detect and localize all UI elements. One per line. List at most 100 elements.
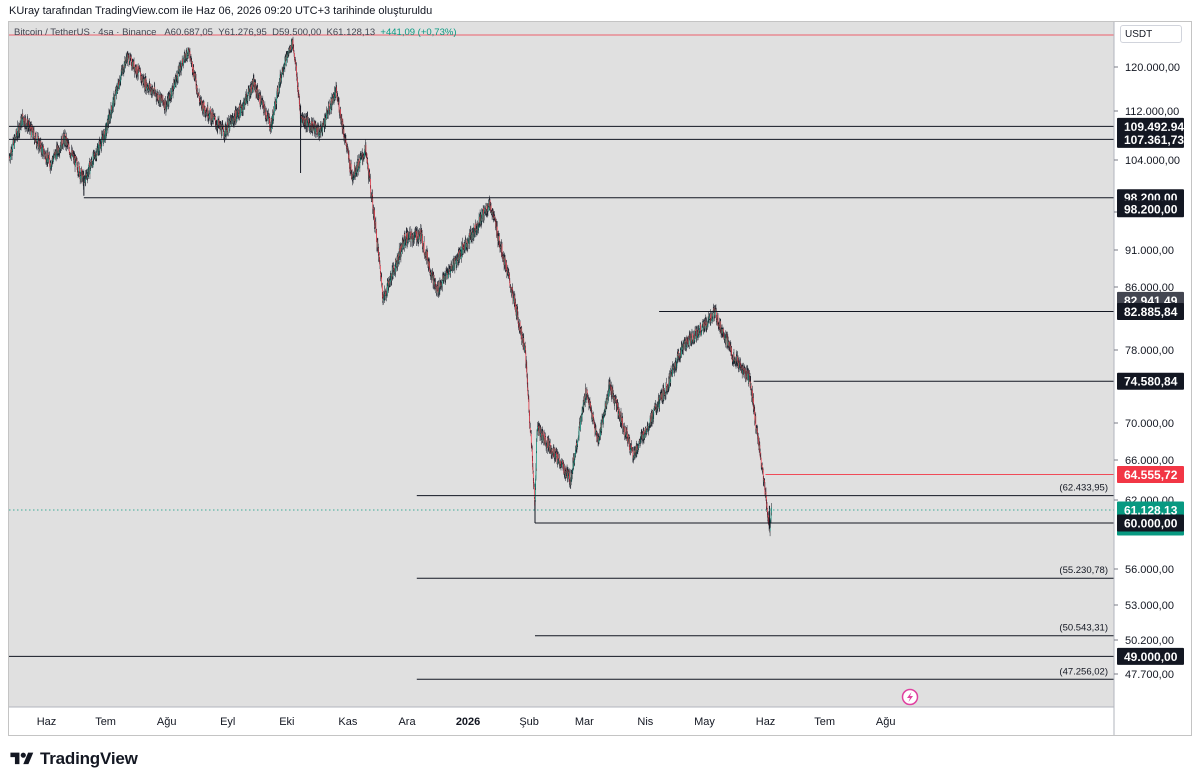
- candle-body: [203, 101, 205, 109]
- candle-body: [389, 281, 391, 286]
- candle-body: [441, 283, 442, 286]
- candle-body: [79, 166, 80, 176]
- tradingview-brand[interactable]: TradingView: [9, 748, 138, 770]
- candle-body: [318, 127, 320, 133]
- candle-body: [101, 135, 103, 142]
- candle-body: [765, 496, 767, 507]
- candle-body: [274, 102, 276, 105]
- candle-body: [448, 269, 449, 278]
- plot-area[interactable]: [9, 22, 1114, 707]
- candle-body: [612, 389, 614, 396]
- candle-body: [474, 230, 476, 234]
- price-label-box: [1117, 130, 1184, 148]
- candle-body: [62, 145, 63, 147]
- candle-body: [483, 208, 484, 221]
- candle-body: [121, 69, 123, 71]
- y-tick-label: 112.000,00: [1125, 106, 1179, 118]
- candle-body: [240, 104, 241, 117]
- candle-body: [475, 228, 477, 234]
- candle-body: [233, 119, 235, 124]
- candle-body: [350, 170, 351, 173]
- candle-body: [404, 240, 406, 243]
- candle-body: [537, 425, 538, 430]
- candle-body: [529, 427, 531, 433]
- price-label: 60.000,00: [1124, 517, 1178, 531]
- candle-body: [111, 108, 113, 111]
- x-tick-label: Şub: [519, 716, 539, 728]
- candle-body: [536, 432, 538, 439]
- candle-body: [676, 358, 678, 366]
- candle-body: [725, 334, 727, 343]
- candle-body: [187, 48, 189, 49]
- candle-body: [168, 94, 170, 105]
- candle-body: [96, 148, 98, 155]
- candle-body: [563, 472, 565, 474]
- symbol-name[interactable]: Bitcoin / TetherUS · 4sa · Binance: [14, 27, 157, 38]
- candle-body: [421, 232, 423, 234]
- candle-body: [416, 240, 418, 242]
- candle-body: [708, 319, 709, 321]
- candle-body: [558, 458, 560, 465]
- candle-body: [686, 336, 688, 341]
- candle-body: [433, 274, 435, 277]
- candle-body: [640, 434, 642, 439]
- candle-body: [656, 406, 658, 410]
- symbol-legend[interactable]: Bitcoin / TetherUS · 4sa · Binance A60.6…: [14, 27, 456, 38]
- candle-body: [681, 345, 682, 356]
- candle-body: [230, 119, 232, 122]
- candle-body: [153, 93, 155, 95]
- candle-body: [748, 373, 750, 383]
- candle-body: [546, 442, 548, 445]
- candle-body: [361, 154, 362, 156]
- candle-body: [631, 445, 632, 449]
- candle-body: [11, 152, 13, 155]
- candle-body: [284, 59, 286, 68]
- candle-body: [695, 334, 697, 336]
- candle-body: [325, 117, 327, 125]
- candle-body: [177, 70, 179, 81]
- candle-body: [375, 221, 377, 231]
- candle-body: [714, 309, 716, 315]
- candle-body: [377, 242, 379, 248]
- candle-body: [616, 404, 618, 405]
- candle-body: [395, 259, 396, 272]
- candle-body: [264, 108, 266, 115]
- candle-body: [162, 95, 164, 102]
- candle-body: [330, 98, 332, 110]
- candle-body: [191, 62, 193, 71]
- candle-body: [139, 71, 141, 73]
- candle-body: [338, 101, 339, 104]
- candle-body: [659, 399, 660, 408]
- candle-body: [182, 58, 183, 65]
- candle-body: [114, 100, 116, 104]
- candle-body: [510, 287, 512, 292]
- candle-body: [472, 232, 474, 239]
- candle-body: [403, 241, 404, 244]
- candle-body: [319, 133, 320, 136]
- candle-body: [117, 87, 119, 93]
- candle-body: [595, 432, 597, 433]
- candle-body: [379, 263, 381, 266]
- currency-button[interactable]: USDT: [1120, 25, 1182, 43]
- candle-body: [116, 87, 118, 91]
- candle-body: [183, 61, 184, 66]
- candle-body: [512, 296, 514, 303]
- price-chart[interactable]: (62.433,95) (55.230,78) (50.543,31) (47.256…: [0, 0, 1200, 740]
- candle-body: [272, 113, 274, 116]
- candle-body: [384, 290, 386, 296]
- candle-body: [234, 116, 236, 122]
- candle-body: [547, 447, 549, 450]
- candle-body: [34, 140, 36, 142]
- candle-body: [750, 381, 752, 385]
- x-tick-label: Kas: [338, 716, 357, 728]
- candle-body: [391, 270, 393, 278]
- candle-body: [633, 458, 634, 460]
- candle-body: [373, 214, 375, 216]
- price-label: 64.555,72: [1124, 468, 1178, 482]
- candle-body: [484, 208, 486, 211]
- candle-body: [620, 411, 622, 418]
- candle-body: [252, 84, 254, 88]
- price-label: 61.128,13: [1124, 504, 1178, 518]
- candle-body: [753, 397, 754, 410]
- candle-body: [482, 209, 484, 219]
